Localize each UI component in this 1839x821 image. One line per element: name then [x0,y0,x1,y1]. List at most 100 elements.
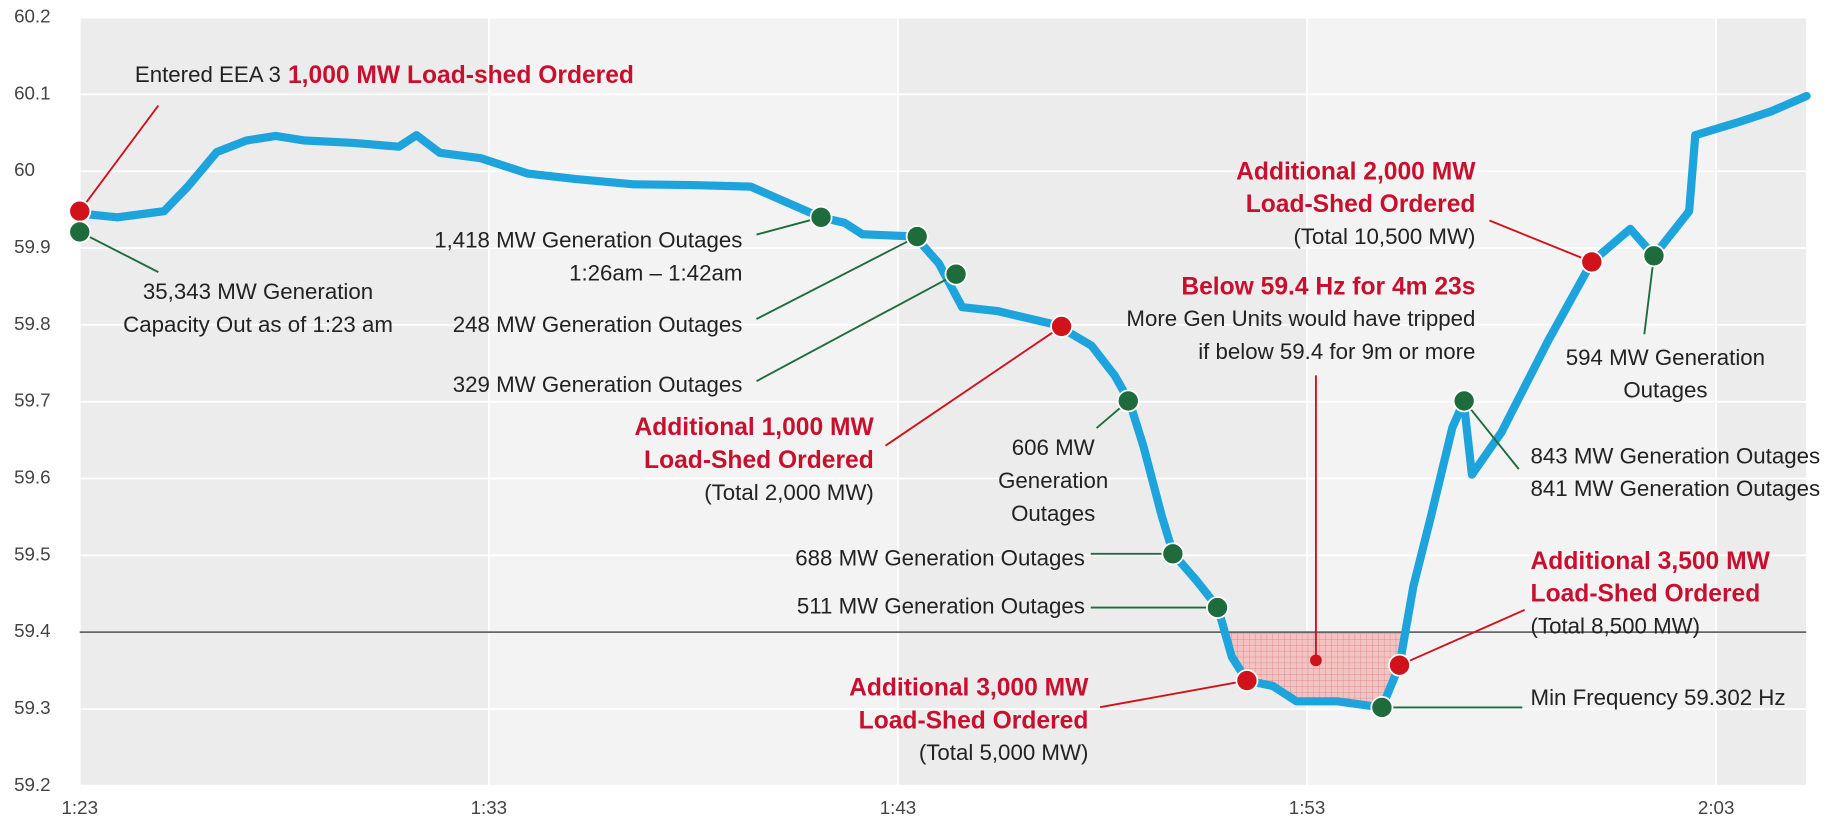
event-marker [1050,314,1074,338]
annotation-text: 1,418 MW Generation Outages [434,228,742,253]
annotation-text: Entered EEA 3 1,000 MW Load-shed Ordered [135,62,634,89]
annotation-segment: Outages [1011,501,1095,526]
annotation-text: (Total 8,500 MW) [1531,613,1701,638]
annotation-text: (Total 2,000 MW) [704,480,874,505]
annotation-segment: More Gen Units would have tripped [1126,306,1475,331]
leader-line [1399,609,1526,667]
annotation-text: 248 MW Generation Outages [453,312,743,337]
event-marker [1235,669,1259,692]
event-marker [1116,389,1140,413]
annotation-segment: 1,000 MW Load-shed Ordered [288,62,634,89]
event-marker [809,205,833,229]
annotation-segment: Additional 3,500 MW [1531,547,1771,574]
below-threshold-region [79,632,1807,708]
y-tick-label: 59.4 [14,620,51,641]
annotation-segment: 1:26am – 1:42am [569,260,742,285]
annotation-segment: Generation [998,468,1108,493]
annotation-segment: (Total 2,000 MW) [704,480,874,505]
annotation-segment: 688 MW Generation Outages [795,545,1085,570]
annotation-segment: Additional 1,000 MW [634,414,874,441]
annotation-segment: 329 MW Generation Outages [453,372,743,397]
leader-line [756,235,918,320]
annotation-text: 1:26am – 1:42am [569,260,742,285]
annotation-text: (Total 10,500 MW) [1294,224,1476,249]
y-tick-label: 60 [14,159,35,180]
event-marker [1206,596,1229,620]
annotation-text: Capacity Out as of 1:23 am [123,312,393,337]
leader-line [756,273,957,383]
event-marker [1580,250,1604,274]
annotation-segment: 35,343 MW Generation [143,279,373,304]
annotation-text: Additional 1,000 MW [634,414,874,441]
annotation-text: (Total 5,000 MW) [919,740,1089,765]
leader-line [78,105,160,212]
annotation-text: 841 MW Generation Outages [1531,476,1821,501]
y-tick-label: 59.9 [14,236,51,257]
annotation-text: 688 MW Generation Outages [795,545,1085,570]
annotation-text: Load-Shed Ordered [1246,191,1476,218]
annotation-segment: (Total 5,000 MW) [919,740,1089,765]
annotation-segment: 594 MW Generation [1566,345,1765,370]
annotation-text: Additional 3,500 MW [1531,547,1771,574]
x-tick-label: 1:53 [1289,797,1325,818]
leader-line [79,231,159,273]
annotation-text: 606 MW [1012,435,1095,460]
y-tick-label: 60.2 [14,6,51,27]
annotation-segment: if below 59.4 for 9m or more [1198,339,1475,364]
leader-line [884,325,1063,447]
annotation-text: Outages [1623,378,1707,403]
annotation-text: 594 MW Generation [1566,345,1765,370]
note-dot [1310,654,1322,667]
annotation-segment: (Total 10,500 MW) [1294,224,1476,249]
annotation-segment: Entered EEA 3 [135,62,281,87]
y-tick-label: 59.6 [14,466,51,487]
annotation-segment: Additional 2,000 MW [1236,158,1476,185]
annotation-text: Load-Shed Ordered [859,707,1089,734]
x-tick-label: 1:43 [880,797,917,818]
annotation-text: 35,343 MW Generation [143,279,373,304]
event-marker [1161,542,1185,566]
annotation-segment: Capacity Out as of 1:23 am [123,312,393,337]
annotation-text: Min Frequency 59.302 Hz [1531,685,1786,710]
annotation-text: Below 59.4 Hz for 4m 23s [1181,273,1475,300]
x-tick-label: 1:23 [62,797,99,818]
annotation-text: if below 59.4 for 9m or more [1198,339,1475,364]
annotation-text: 511 MW Generation Outages [797,593,1085,618]
x-tick-label: 1:33 [471,797,508,818]
event-marker [1388,653,1411,677]
annotation-text: Additional 2,000 MW [1236,158,1476,185]
annotation-segment: 606 MW [1012,435,1095,460]
y-tick-label: 59.7 [14,390,51,411]
annotation-text: Outages [1011,501,1095,526]
annotation-segment: 511 MW Generation Outages [797,593,1085,618]
annotation-segment: 1,418 MW Generation Outages [434,228,742,253]
frequency-line [75,91,1811,712]
y-tick-label: 59.8 [14,313,51,334]
y-tick-label: 59.5 [14,543,51,564]
annotation-segment: Min Frequency 59.302 Hz [1531,685,1786,710]
annotation-segment: Load-Shed Ordered [1531,580,1761,607]
y-tick-label: 59.3 [14,697,51,718]
annotation-segment: 841 MW Generation Outages [1531,476,1821,501]
annotation-text: Load-Shed Ordered [644,446,874,473]
annotation-segment: Outages [1623,378,1707,403]
leader-line [1099,679,1248,709]
y-tick-label: 60.1 [14,82,51,103]
leader-line [1643,255,1655,335]
event-marker [68,220,92,244]
annotation-text: Load-Shed Ordered [1531,580,1761,607]
event-marker [1642,244,1666,268]
event-marker [905,225,929,248]
annotation-segment: 248 MW Generation Outages [453,312,743,337]
annotation-segment: Load-Shed Ordered [859,707,1089,734]
annotation-segment: Below 59.4 Hz for 4m 23s [1181,273,1475,300]
annotation-text: More Gen Units would have tripped [1126,306,1475,331]
x-tick-label: 2:03 [1698,797,1734,818]
annotation-text: 843 MW Generation Outages [1531,443,1821,468]
annotation-segment: (Total 8,500 MW) [1531,613,1701,638]
event-marker [1370,696,1394,719]
annotation-segment: Additional 3,000 MW [849,674,1089,701]
annotation-segment: Load-Shed Ordered [644,446,874,473]
annotation-segment: 843 MW Generation Outages [1531,443,1821,468]
